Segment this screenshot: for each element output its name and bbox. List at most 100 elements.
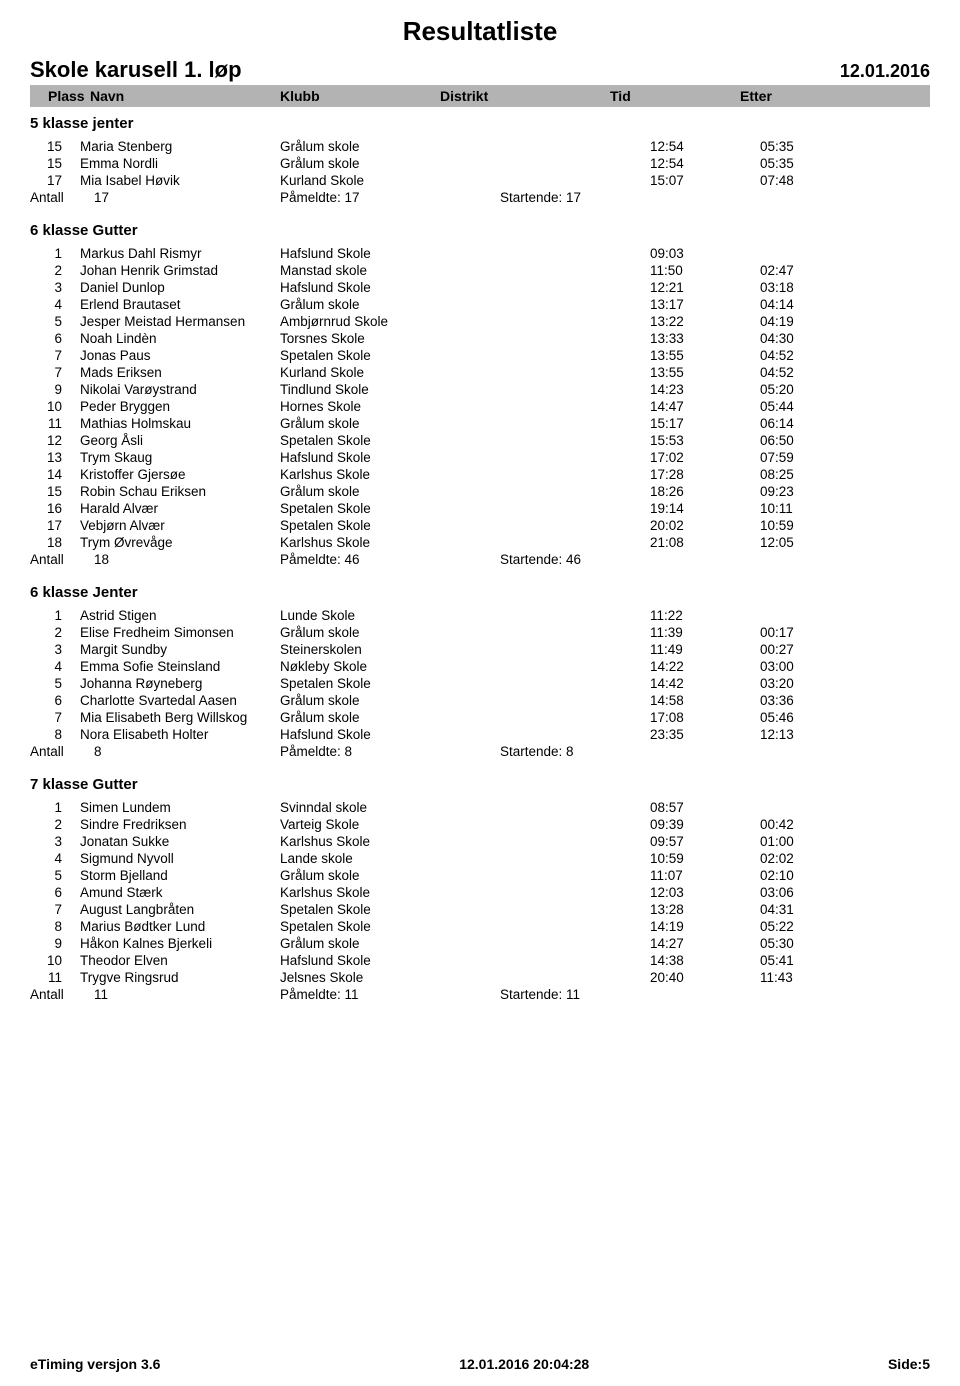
cell-etter: 10:59 xyxy=(740,518,840,533)
cell-tid: 14:58 xyxy=(610,693,740,708)
cell-distrikt xyxy=(460,817,610,832)
cell-plass: 14 xyxy=(30,467,80,482)
cell-etter: 00:42 xyxy=(740,817,840,832)
cell-etter: 04:19 xyxy=(740,314,840,329)
cell-etter: 04:31 xyxy=(740,902,840,917)
cell-plass: 5 xyxy=(30,868,80,883)
result-row: 3Daniel DunlopHafslund Skole12:2103:18 xyxy=(30,279,930,296)
result-row: 11Mathias HolmskauGrålum skole15:1706:14 xyxy=(30,415,930,432)
result-row: 13Trym SkaugHafslund Skole17:0207:59 xyxy=(30,449,930,466)
cell-klubb: Grålum skole xyxy=(280,484,460,499)
cell-tid: 21:08 xyxy=(610,535,740,550)
cell-distrikt xyxy=(460,919,610,934)
cell-etter: 09:23 xyxy=(740,484,840,499)
cell-tid: 14:42 xyxy=(610,676,740,691)
cell-tid: 20:40 xyxy=(610,970,740,985)
cell-klubb: Karlshus Skole xyxy=(280,535,460,550)
cell-navn: Johan Henrik Grimstad xyxy=(80,263,280,278)
cell-plass: 1 xyxy=(30,608,80,623)
cell-navn: Amund Stærk xyxy=(80,885,280,900)
cell-tid: 14:19 xyxy=(610,919,740,934)
cell-etter: 05:35 xyxy=(740,156,840,171)
cell-distrikt xyxy=(460,970,610,985)
cell-tid: 15:17 xyxy=(610,416,740,431)
summary-antall-label: Antall xyxy=(30,987,80,1002)
summary-startende: Startende: 17 xyxy=(460,190,740,205)
section-summary: Antall11Påmeldte: 11Startende: 11 xyxy=(30,986,930,1003)
summary-antall-value: 11 xyxy=(80,987,280,1002)
cell-tid: 11:50 xyxy=(610,263,740,278)
cell-etter: 07:59 xyxy=(740,450,840,465)
cell-klubb: Grålum skole xyxy=(280,868,460,883)
cell-navn: Charlotte Svartedal Aasen xyxy=(80,693,280,708)
cell-plass: 6 xyxy=(30,885,80,900)
cell-klubb: Svinndal skole xyxy=(280,800,460,815)
result-row: 8Nora Elisabeth HolterHafslund Skole23:3… xyxy=(30,726,930,743)
summary-startende: Startende: 46 xyxy=(460,552,740,567)
cell-distrikt xyxy=(460,676,610,691)
cell-navn: Mathias Holmskau xyxy=(80,416,280,431)
cell-navn: Nora Elisabeth Holter xyxy=(80,727,280,742)
summary-pameldte: Påmeldte: 8 xyxy=(280,744,460,759)
cell-etter: 06:50 xyxy=(740,433,840,448)
cell-distrikt xyxy=(460,608,610,623)
cell-plass: 15 xyxy=(30,484,80,499)
cell-tid: 13:55 xyxy=(610,348,740,363)
cell-plass: 11 xyxy=(30,416,80,431)
result-row: 4Sigmund NyvollLande skole10:5902:02 xyxy=(30,850,930,867)
cell-navn: Vebjørn Alvær xyxy=(80,518,280,533)
result-row: 11Trygve RingsrudJelsnes Skole20:4011:43 xyxy=(30,969,930,986)
summary-antall-label: Antall xyxy=(30,744,80,759)
footer-center: 12.01.2016 20:04:28 xyxy=(459,1356,589,1372)
cell-klubb: Hornes Skole xyxy=(280,399,460,414)
cell-tid: 14:23 xyxy=(610,382,740,397)
cell-klubb: Kurland Skole xyxy=(280,173,460,188)
cell-klubb: Jelsnes Skole xyxy=(280,970,460,985)
result-row: 4Erlend BrautasetGrålum skole13:1704:14 xyxy=(30,296,930,313)
cell-plass: 12 xyxy=(30,433,80,448)
document-title: Resultatliste xyxy=(30,16,930,47)
result-row: 10Peder BryggenHornes Skole14:4705:44 xyxy=(30,398,930,415)
cell-plass: 13 xyxy=(30,450,80,465)
cell-tid: 15:53 xyxy=(610,433,740,448)
cell-distrikt xyxy=(460,642,610,657)
col-klubb: Klubb xyxy=(280,88,440,104)
cell-plass: 4 xyxy=(30,297,80,312)
cell-tid: 13:17 xyxy=(610,297,740,312)
cell-tid: 12:54 xyxy=(610,139,740,154)
cell-tid: 14:27 xyxy=(610,936,740,951)
cell-etter: 08:25 xyxy=(740,467,840,482)
cell-plass: 6 xyxy=(30,693,80,708)
summary-antall-label: Antall xyxy=(30,190,80,205)
cell-plass: 8 xyxy=(30,919,80,934)
cell-klubb: Karlshus Skole xyxy=(280,834,460,849)
cell-klubb: Grålum skole xyxy=(280,297,460,312)
cell-distrikt xyxy=(460,902,610,917)
section-title: 6 klasse Jenter xyxy=(30,584,930,601)
cell-plass: 1 xyxy=(30,800,80,815)
cell-klubb: Spetalen Skole xyxy=(280,919,460,934)
result-row: 2Johan Henrik GrimstadManstad skole11:50… xyxy=(30,262,930,279)
section-rows: 1Simen LundemSvinndal skole08:572Sindre … xyxy=(30,799,930,986)
cell-klubb: Spetalen Skole xyxy=(280,348,460,363)
result-row: 6Charlotte Svartedal AasenGrålum skole 14… xyxy=(30,692,930,709)
cell-etter: 06:14 xyxy=(740,416,840,431)
summary-antall-label: Antall xyxy=(30,552,80,567)
cell-etter: 01:00 xyxy=(740,834,840,849)
cell-distrikt xyxy=(460,365,610,380)
section-summary: Antall18Påmeldte: 46Startende: 46 xyxy=(30,551,930,568)
cell-klubb: Hafslund Skole xyxy=(280,727,460,742)
cell-klubb: Grålum skole xyxy=(280,139,460,154)
cell-tid: 13:22 xyxy=(610,314,740,329)
cell-etter: 05:35 xyxy=(740,139,840,154)
cell-navn: Mia Elisabeth Berg Willskog xyxy=(80,710,280,725)
cell-navn: Mia Isabel Høvik xyxy=(80,173,280,188)
section-rows: 1Astrid StigenLunde Skole11:222Elise Fre… xyxy=(30,607,930,743)
cell-plass: 7 xyxy=(30,365,80,380)
result-row: 6Noah LindènTorsnes Skole13:3304:30 xyxy=(30,330,930,347)
cell-klubb: Spetalen Skole xyxy=(280,433,460,448)
summary-pameldte: Påmeldte: 11 xyxy=(280,987,460,1002)
cell-klubb: Grålum skole xyxy=(280,693,460,708)
cell-plass: 16 xyxy=(30,501,80,516)
cell-etter: 05:20 xyxy=(740,382,840,397)
